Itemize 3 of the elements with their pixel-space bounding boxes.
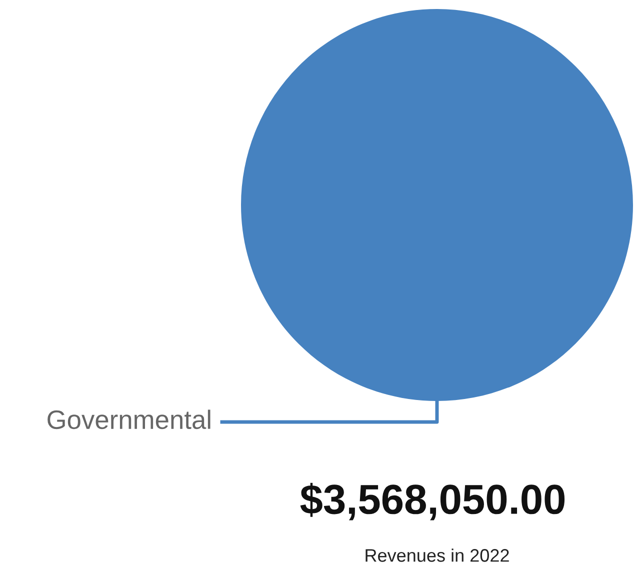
text: $3,568,050.00 bbox=[300, 482, 565, 520]
slice-label: Governmental bbox=[48, 410, 210, 430]
text: Revenues in 2022 bbox=[366, 548, 509, 562]
